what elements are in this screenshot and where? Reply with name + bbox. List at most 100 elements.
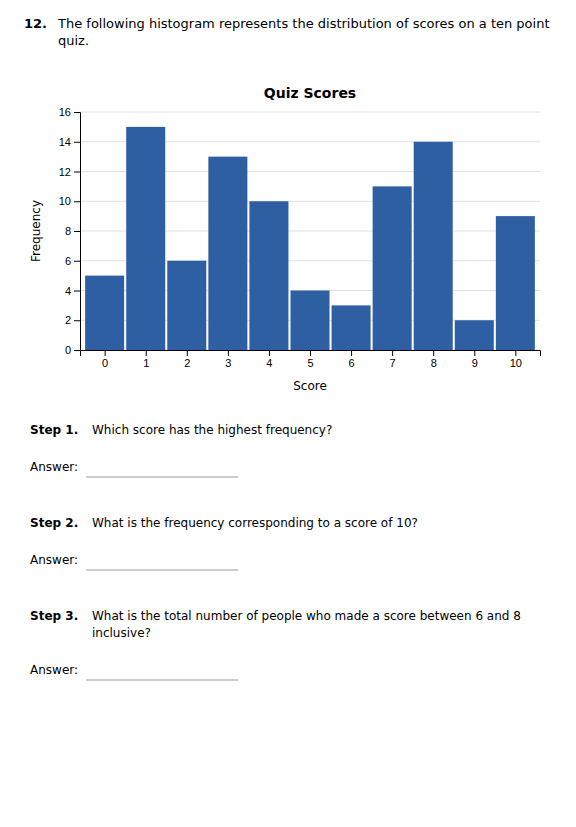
y-tick: 14: [59, 136, 80, 148]
bar: [126, 127, 165, 350]
x-tick: 7: [390, 350, 396, 369]
x-tick: 9: [472, 350, 478, 369]
y-tick-mark: [74, 291, 80, 292]
y-tick-label: 4: [65, 285, 71, 297]
y-tick-mark: [74, 231, 80, 232]
bars: [85, 127, 535, 350]
answer-label: Answer:: [30, 460, 78, 474]
x-tick-label: 10: [510, 357, 522, 369]
x-axis: 0 1 2 3 4 5 6 7 8 9 10: [81, 350, 541, 369]
y-tick-mark: [74, 172, 80, 173]
y-tick-label: 10: [59, 195, 71, 207]
x-tick-mark: [392, 350, 393, 356]
x-axis-title: Score: [293, 379, 327, 393]
y-tick: 12: [59, 166, 80, 178]
step-question: Which score has the highest frequency?: [92, 423, 332, 437]
x-tick-mark: [146, 350, 147, 356]
bar: [167, 261, 206, 350]
y-tick: 16: [59, 106, 80, 118]
bar: [332, 305, 371, 350]
y-tick-mark: [74, 142, 80, 143]
y-tick-mark: [74, 350, 80, 351]
y-tick-mark: [74, 261, 80, 262]
bar: [496, 216, 535, 350]
y-tick-label: 0: [65, 344, 71, 356]
x-tick: 0: [102, 350, 108, 369]
bar: [414, 142, 453, 350]
x-tick-label: 4: [266, 357, 272, 369]
intro-text-line: The following histogram represents the d…: [57, 16, 550, 31]
grid-line: [80, 112, 540, 113]
question-number-line: 12.: [24, 16, 47, 31]
step-question-line: inclusive?: [92, 626, 151, 640]
y-tick: 6: [65, 255, 80, 267]
x-tick-mark: [474, 350, 475, 356]
step-question-line: What is the frequency corresponding to a…: [92, 516, 418, 530]
y-axis-line: [74, 113, 81, 351]
x-tick-mark: [433, 350, 434, 356]
step-question-line: Which score has the highest frequency?: [92, 423, 332, 437]
bar: [208, 157, 247, 350]
x-tick-label: 3: [225, 357, 231, 369]
x-tick: 3: [225, 350, 231, 369]
x-tick: 10: [510, 350, 522, 369]
x-tick-mark: [105, 350, 106, 356]
x-tick-mark: [228, 350, 229, 356]
x-axis-line: [81, 351, 541, 357]
step-label-line: Step 1.: [30, 423, 78, 437]
x-tick-label: 1: [143, 357, 149, 369]
bar: [290, 291, 329, 351]
intro-text: The following histogram represents the d…: [57, 16, 550, 48]
y-tick: 8: [65, 225, 80, 237]
x-tick-label: 6: [349, 357, 355, 369]
y-tick-mark: [74, 201, 80, 202]
bar: [249, 201, 288, 350]
question-number: 12.: [24, 16, 47, 31]
x-tick-label: 2: [184, 357, 190, 369]
y-tick-label: 8: [65, 225, 71, 237]
y-tick-label: 6: [65, 255, 71, 267]
step-question: inclusive?: [92, 626, 151, 640]
answer-label-line: Answer:: [30, 460, 78, 474]
bar: [455, 320, 494, 350]
x-tick: 8: [431, 350, 437, 369]
x-tick-label: 7: [390, 357, 396, 369]
y-tick-mark: [74, 320, 80, 321]
chart-title: Quiz Scores: [264, 85, 356, 101]
x-tick: 4: [266, 350, 272, 369]
y-tick: 2: [65, 314, 80, 326]
y-tick: 0: [65, 344, 80, 356]
step-label-line: Step 3.: [30, 609, 78, 623]
page: 12. The following histogram represents th…: [0, 0, 576, 827]
intro-text-line: quiz.: [58, 33, 89, 48]
step-label: Step 3.: [30, 609, 78, 623]
x-tick-label: 8: [431, 357, 437, 369]
x-tick: 1: [143, 350, 149, 369]
y-axis: 0 2 4 6 8 10 12 14 16: [59, 106, 81, 356]
x-tick: 2: [184, 350, 190, 369]
answer-label-line: Answer:: [30, 663, 78, 677]
x-tick-label: 0: [102, 357, 108, 369]
y-axis-title: Frequency: [29, 200, 43, 262]
y-tick: 4: [65, 285, 80, 297]
grid: [80, 112, 540, 350]
bar: [373, 186, 412, 350]
x-tick-mark: [351, 350, 352, 356]
x-tick-label: 9: [472, 357, 478, 369]
y-tick-label: 12: [59, 166, 71, 178]
y-tick: 10: [59, 195, 80, 207]
x-tick-mark: [187, 350, 188, 356]
y-tick-label: 16: [59, 106, 71, 118]
answer-label: Answer:: [30, 663, 78, 677]
step-label: Step 2.: [30, 516, 78, 530]
x-tick-mark: [310, 350, 311, 356]
y-tick-mark: [74, 112, 80, 113]
step-label-line: Step 2.: [30, 516, 78, 530]
step-question: What is the total number of people who m…: [92, 609, 521, 623]
x-tick-label: 5: [307, 357, 313, 369]
answer-line: [86, 570, 238, 571]
step-question: What is the frequency corresponding to a…: [92, 516, 418, 530]
x-tick-mark: [515, 350, 516, 356]
step-label: Step 1.: [30, 423, 78, 437]
answer-line: [86, 680, 238, 681]
